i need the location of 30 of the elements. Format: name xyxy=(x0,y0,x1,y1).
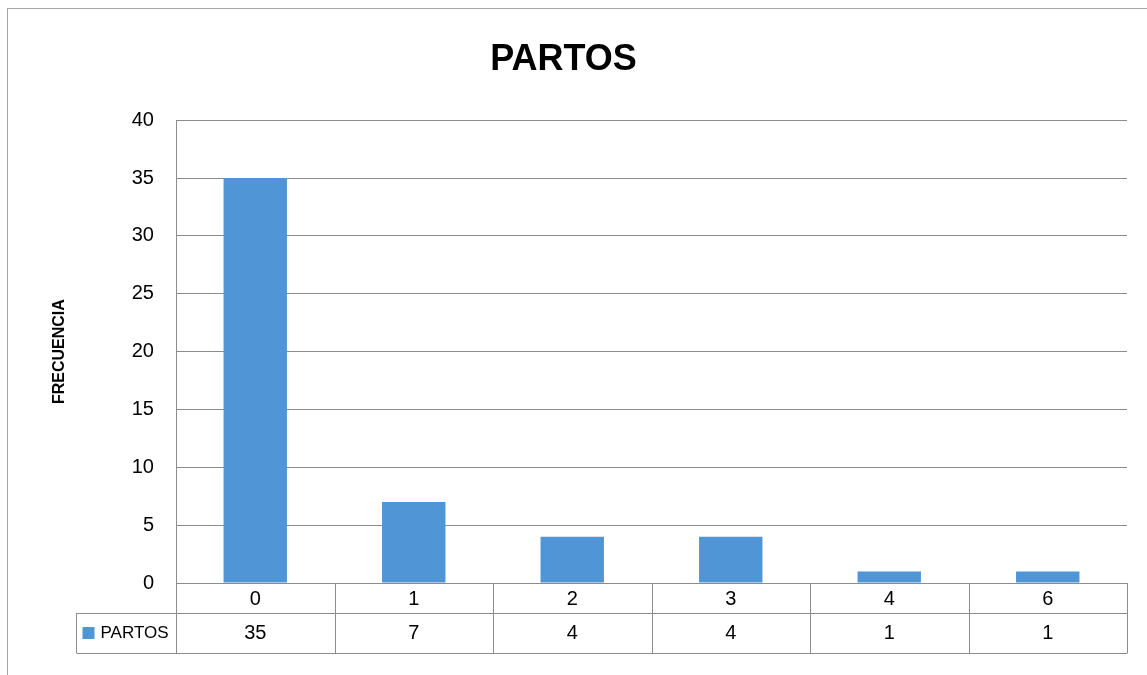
y-tick-label: 20 xyxy=(131,339,154,362)
chart-title: PARTOS xyxy=(490,36,637,78)
y-tick-label: 15 xyxy=(131,396,154,419)
y-tick-label: 25 xyxy=(131,281,154,304)
bar xyxy=(382,502,446,583)
data-label: 1 xyxy=(1042,620,1054,643)
x-tick-label: 2 xyxy=(566,586,578,609)
data-label: 35 xyxy=(244,620,267,643)
bar xyxy=(857,571,921,583)
y-axis-title: FRECUENCIA xyxy=(50,298,68,405)
data-label: 1 xyxy=(883,620,895,643)
x-tick-label: 0 xyxy=(249,586,261,609)
data-label: 7 xyxy=(408,620,420,643)
y-tick-label: 35 xyxy=(131,165,154,188)
y-tick-label: 5 xyxy=(142,512,154,535)
x-tick-label: 4 xyxy=(883,586,895,609)
bar xyxy=(1016,571,1080,583)
y-tick-label: 0 xyxy=(142,570,154,593)
x-tick-label: 6 xyxy=(1042,586,1054,609)
x-tick-label: 3 xyxy=(725,586,737,609)
y-tick-label: 10 xyxy=(131,454,154,477)
bar xyxy=(540,536,604,583)
data-label: 4 xyxy=(566,620,578,643)
x-tick-label: 1 xyxy=(408,586,420,609)
y-tick-label: 30 xyxy=(131,223,154,246)
bar xyxy=(699,536,763,583)
y-tick-label: 40 xyxy=(131,107,154,130)
bar xyxy=(223,178,287,583)
legend-label: PARTOS xyxy=(100,622,169,642)
data-label: 4 xyxy=(725,620,737,643)
